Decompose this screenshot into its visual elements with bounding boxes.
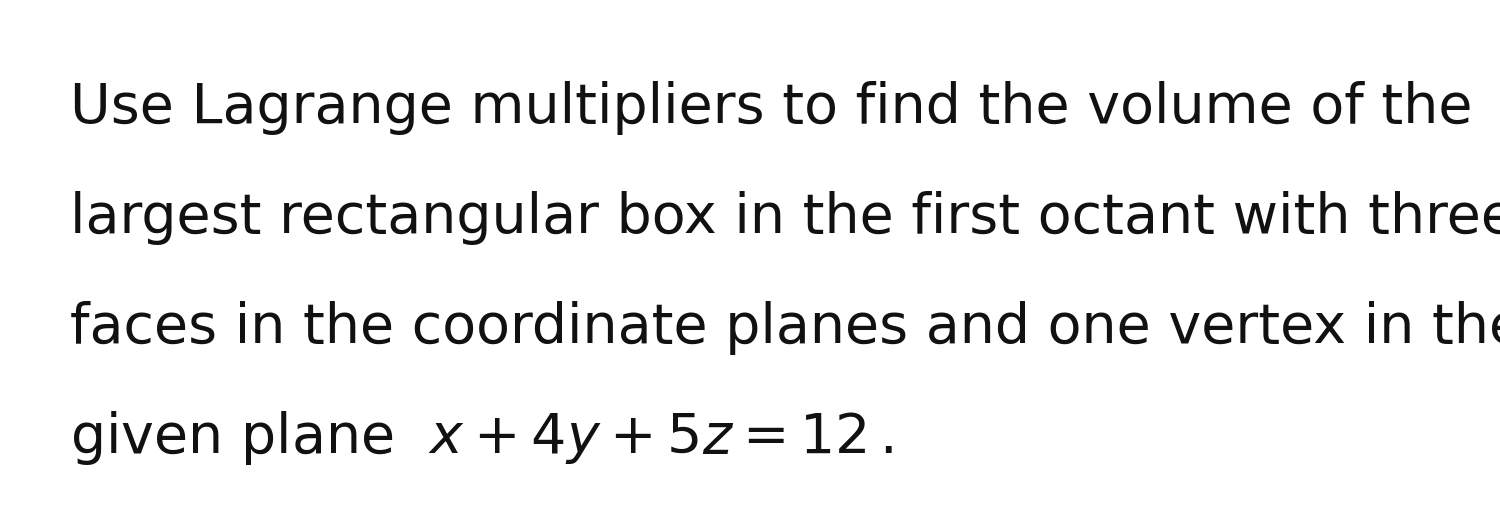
Text: largest rectangular box in the first octant with three: largest rectangular box in the first oct… [70, 190, 1500, 245]
Text: faces in the coordinate planes and one vertex in the: faces in the coordinate planes and one v… [70, 301, 1500, 355]
Text: given plane  $x + 4y + 5z = 12\,.$: given plane $x + 4y + 5z = 12\,.$ [70, 409, 894, 467]
Text: Use Lagrange multipliers to find the volume of the: Use Lagrange multipliers to find the vol… [70, 80, 1473, 135]
